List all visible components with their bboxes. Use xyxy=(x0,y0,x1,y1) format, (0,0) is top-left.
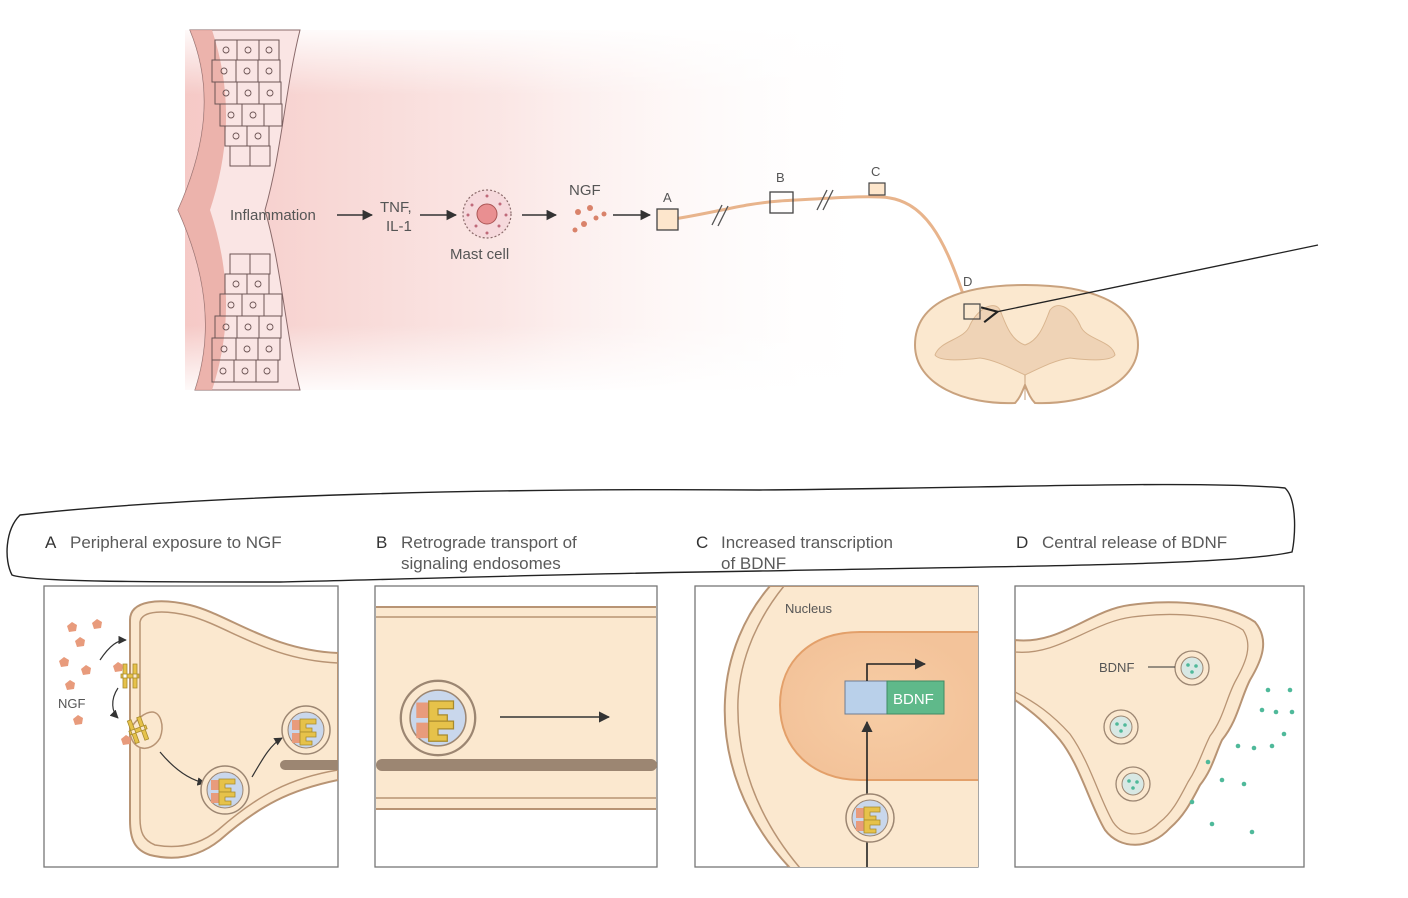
panel-d-letter: D xyxy=(1016,533,1028,552)
bdnf-vesicle-3 xyxy=(1115,766,1151,802)
tnf-label: TNF, xyxy=(380,199,412,216)
panel-c: Nucleus BDNF xyxy=(694,585,979,868)
il1-label: IL-1 xyxy=(386,218,412,235)
panel-d-title: Central release of BDNF xyxy=(1042,533,1227,552)
bdnf-vesicle-2 xyxy=(1103,709,1139,745)
site-c-box xyxy=(868,182,886,196)
endosome-a-1 xyxy=(200,765,250,815)
panel-c-title-2: of BDNF xyxy=(721,554,786,573)
epithelium xyxy=(177,29,301,391)
microtubule-b xyxy=(376,759,657,771)
inflammation-label: Inflammation xyxy=(230,207,316,224)
ngf-label: NGF xyxy=(569,182,601,199)
spinal-cord xyxy=(913,283,1140,405)
site-a-label: A xyxy=(663,190,672,205)
released-bdnf xyxy=(1189,687,1295,835)
axon-break-marks xyxy=(711,189,834,227)
endosome-a-2 xyxy=(281,705,331,755)
endosome-c xyxy=(845,793,895,843)
panel-b-title-1: Retrograde transport of xyxy=(401,533,577,552)
annotation-arrow xyxy=(996,244,1319,312)
mast-cell xyxy=(462,189,512,239)
microtubule xyxy=(280,760,338,770)
transcription-arrow xyxy=(866,658,927,681)
site-a-box xyxy=(656,208,679,231)
bdnf-vesicle-1 xyxy=(1174,650,1210,686)
panel-d: BDNF xyxy=(1014,585,1305,868)
panel-a: NGF xyxy=(43,585,339,868)
field-fade xyxy=(185,30,885,390)
ngf-particles xyxy=(572,205,607,233)
panel-a-title: Peripheral exposure to NGF xyxy=(70,533,282,552)
mast-cell-label: Mast cell xyxy=(450,246,509,263)
nucleus-label: Nucleus xyxy=(785,601,832,616)
panel-c-title-1: Increased transcription xyxy=(721,533,893,552)
panel-a-ngf-label: NGF xyxy=(58,696,86,711)
panel-c-letter: C xyxy=(696,533,708,552)
bdnf-gene-label: BDNF xyxy=(893,691,934,708)
hand-drawn-outline xyxy=(6,483,1296,583)
site-b-label: B xyxy=(776,170,785,185)
panel-b-title-2: signaling endosomes xyxy=(401,554,561,573)
site-d-box xyxy=(963,303,981,320)
endosome-b xyxy=(399,679,477,757)
site-c-label: C xyxy=(871,164,880,179)
sensory-axon xyxy=(667,195,967,301)
site-b-box xyxy=(769,191,794,214)
top-illustration: Inflammation TNF, IL-1 Mast cell NGF xyxy=(177,29,1319,405)
promoter xyxy=(844,680,888,715)
panel-a-letter: A xyxy=(45,533,57,552)
panel-titles: A Peripheral exposure to NGF B Retrograd… xyxy=(45,533,1227,573)
site-d-label: D xyxy=(963,274,972,289)
panel-b xyxy=(374,585,658,868)
panel-b-letter: B xyxy=(376,533,387,552)
panel-d-bdnf-label: BDNF xyxy=(1099,660,1134,675)
bdnf-gene xyxy=(886,680,945,715)
